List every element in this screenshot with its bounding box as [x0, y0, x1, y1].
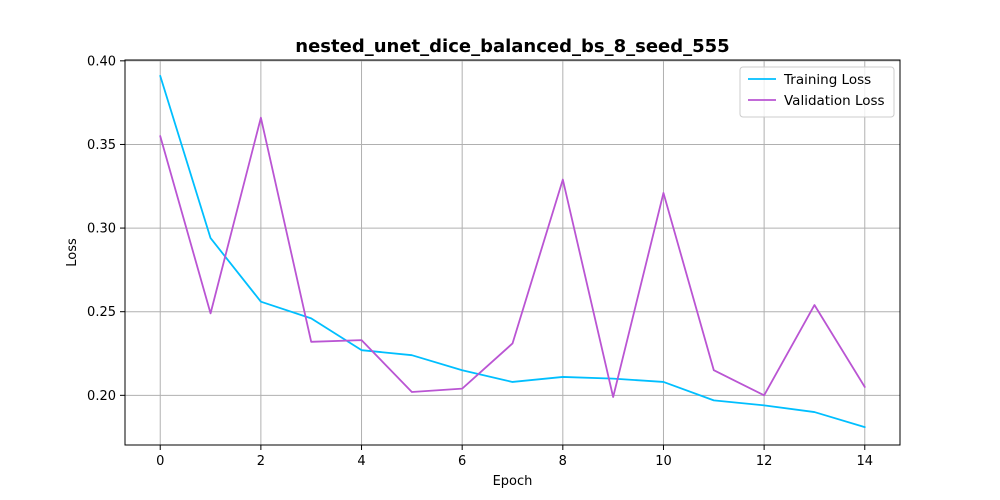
- axis-ticks: 0 2 4 6 8 10 12 14 0.20 0.25 0.30 0.35 0.40: [87, 54, 873, 469]
- series-line: [159, 74, 866, 429]
- y-tick-label: 0.25: [87, 305, 116, 320]
- series-line: [159, 116, 866, 398]
- legend-label: Training Loss: [783, 72, 871, 88]
- grid: [125, 60, 900, 445]
- plot-frame: [124, 59, 901, 446]
- y-tick-label: 0.30: [87, 222, 116, 237]
- legend-box: [739, 66, 895, 118]
- x-tick-label: 0: [156, 454, 164, 469]
- x-tick-label: 2: [257, 454, 265, 469]
- x-tick-label: 8: [559, 454, 567, 469]
- x-tick-label: 10: [655, 454, 672, 469]
- x-tick-label: 12: [756, 454, 773, 469]
- legend: Training Loss Validation Loss: [739, 66, 895, 118]
- chart-title: nested_unet_dice_balanced_bs_8_seed_555: [295, 36, 729, 57]
- x-axis-label: Epoch: [493, 474, 533, 489]
- y-axis-label: Loss: [65, 238, 80, 267]
- x-tick-label: 14: [856, 454, 873, 469]
- y-tick-label: 0.35: [87, 138, 116, 153]
- x-tick-label: 6: [458, 454, 466, 469]
- x-tick-label: 4: [357, 454, 365, 469]
- series-lines: [159, 74, 866, 429]
- y-tick-label: 0.40: [87, 54, 116, 69]
- legend-label: Validation Loss: [784, 93, 885, 109]
- y-tick-label: 0.20: [87, 389, 116, 404]
